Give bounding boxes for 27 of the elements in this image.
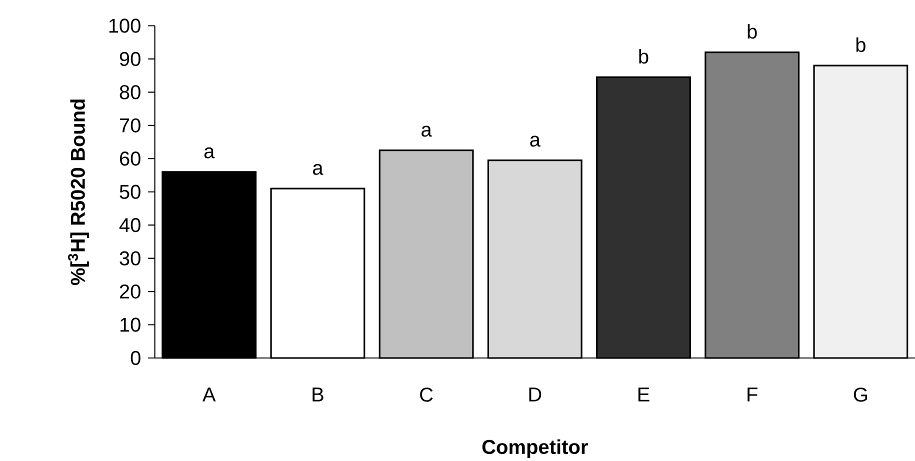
y-tick-label: 60: [120, 152, 140, 166]
y-tick-label: 0: [130, 350, 140, 366]
annotation: b: [856, 37, 866, 52]
x-tick-label: A: [202, 388, 216, 402]
y-tick-label: 10: [120, 318, 140, 332]
x-tick-label: E: [638, 388, 650, 402]
y-tick-label: 100: [109, 18, 140, 33]
y-tick-label: 50: [120, 184, 140, 199]
x-tick-label: F: [748, 388, 758, 402]
annotation: a: [530, 136, 540, 147]
y-tick-label: 90: [120, 52, 140, 66]
annotation: a: [422, 126, 432, 137]
y-tick-label: 30: [120, 251, 140, 266]
x-tick-label: D: [529, 388, 542, 402]
annotation: b: [639, 48, 648, 64]
y-tick-label: 20: [120, 284, 140, 299]
annotation: a: [313, 164, 324, 175]
annotation: a: [204, 147, 215, 158]
y-axis-title: %[$^{3}$H] R5020 Bound: [68, 100, 89, 286]
y-tick-label: 40: [119, 218, 140, 232]
x-axis-title: Competitor: [482, 439, 588, 458]
x-tick-label: C: [420, 388, 433, 402]
y-tick-label: 70: [120, 118, 140, 132]
x-tick-label: B: [312, 388, 324, 402]
y-tick-label: 80: [120, 85, 140, 100]
annotation: b: [748, 24, 757, 39]
x-tick-label: G: [854, 388, 867, 402]
